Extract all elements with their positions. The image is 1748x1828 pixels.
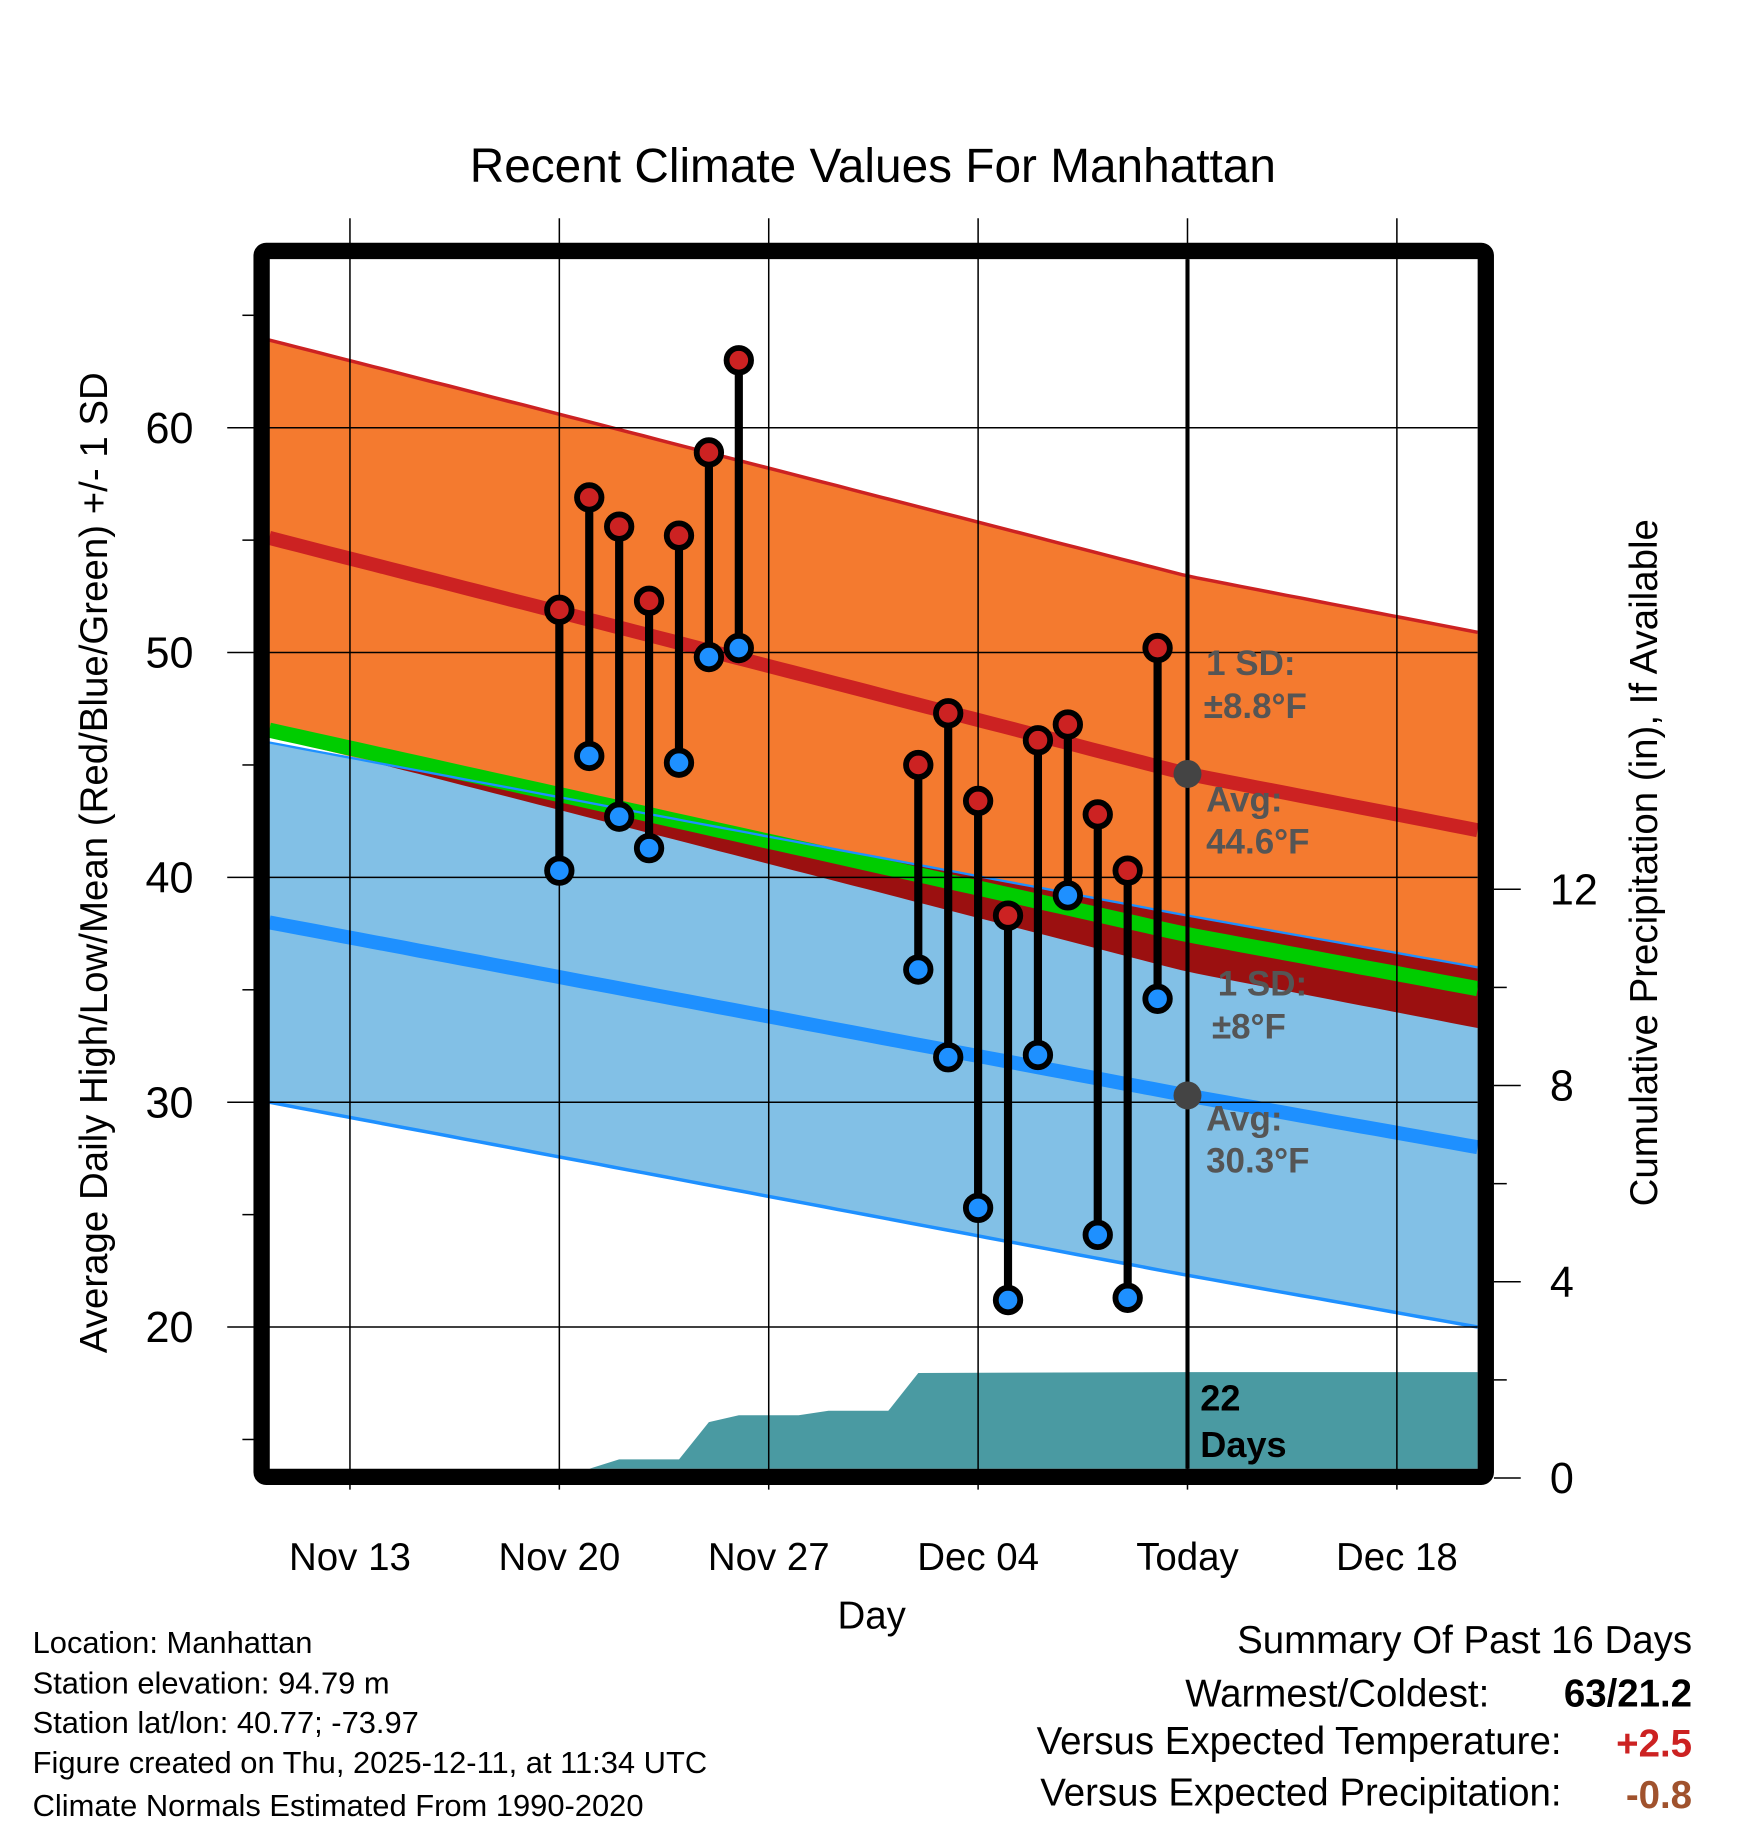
daily-low-point bbox=[1082, 1219, 1113, 1251]
annotation-high-avg-label: Avg: bbox=[1206, 780, 1282, 819]
daily-low-point bbox=[1022, 1039, 1054, 1071]
info-created: Figure created on Thu, 2025-12-11, at 11… bbox=[33, 1745, 708, 1780]
daily-low-point bbox=[962, 1192, 994, 1224]
high-avg-line bbox=[267, 531, 1479, 838]
precip-days-count: 22 bbox=[1200, 1377, 1240, 1418]
x-tick-label: Dec 04 bbox=[917, 1536, 1039, 1579]
overlap-band bbox=[269, 735, 1478, 1028]
low-sd-upper-line bbox=[268, 741, 1478, 969]
daily-high-point bbox=[1142, 632, 1173, 664]
daily-high-point bbox=[933, 698, 964, 729]
x-tick-label: Today bbox=[1136, 1536, 1239, 1579]
annotation-high-sd-value: ±8.8°F bbox=[1204, 687, 1307, 726]
precip-area bbox=[269, 1372, 1478, 1469]
daily-high-point bbox=[604, 511, 635, 542]
daily-low-point bbox=[992, 1284, 1024, 1316]
daily-low-point bbox=[723, 632, 754, 664]
summary-temp-label: Versus Expected Temperature: bbox=[1037, 1720, 1562, 1763]
daily-high-point bbox=[693, 437, 725, 468]
annotation-high-sd-label: 1 SD: bbox=[1206, 644, 1295, 683]
daily-high-point bbox=[663, 520, 695, 551]
info-elevation: Station elevation: 94.79 m bbox=[33, 1666, 390, 1701]
annotation-low-avg-value: 30.3°F bbox=[1206, 1142, 1309, 1181]
daily-high-point bbox=[544, 594, 575, 625]
daily-low-point bbox=[693, 641, 725, 673]
y2-tick-label: 4 bbox=[1550, 1259, 1574, 1307]
chart-title: Recent Climate Values For Manhattan bbox=[470, 140, 1276, 193]
summary-title: Summary Of Past 16 Days bbox=[1237, 1619, 1692, 1662]
annotation-low-sd-label: 1 SD: bbox=[1218, 965, 1307, 1004]
summary-warm-cold-value: 63/21.2 bbox=[1564, 1672, 1692, 1715]
x-axis-label: Day bbox=[837, 1594, 906, 1637]
summary-temp-value: +2.5 bbox=[1616, 1723, 1692, 1766]
x-tick-label: Nov 27 bbox=[708, 1536, 830, 1579]
y2-axis-label: Cumulative Precipitation (in), If Availa… bbox=[1623, 519, 1666, 1206]
daily-low-point bbox=[903, 954, 934, 985]
daily-low-point bbox=[633, 833, 665, 864]
y-tick-label: 20 bbox=[145, 1304, 193, 1352]
x-tick-label: Dec 18 bbox=[1336, 1536, 1458, 1579]
daily-low-point bbox=[1112, 1282, 1143, 1313]
daily-high-point bbox=[1082, 799, 1113, 830]
precip-days-label: Days bbox=[1200, 1424, 1286, 1465]
y-axis-label: Average Daily High/Low/Mean (Red/Blue/Gr… bbox=[73, 372, 116, 1353]
annotation-high-avg-value: 44.6°F bbox=[1206, 822, 1309, 861]
y2-tick-label: 8 bbox=[1550, 1063, 1574, 1111]
daily-high-point bbox=[723, 345, 754, 376]
summary-precip-label: Versus Expected Precipitation: bbox=[1040, 1771, 1561, 1814]
summary-precip-value: -0.8 bbox=[1626, 1774, 1692, 1817]
y-tick-label: 40 bbox=[145, 855, 193, 903]
daily-low-point bbox=[544, 855, 575, 886]
today-low-avg-marker bbox=[1173, 1081, 1202, 1110]
low-sd-lower-line bbox=[268, 1100, 1478, 1329]
daily-low-point bbox=[1052, 880, 1083, 911]
y2-tick-label: 12 bbox=[1550, 866, 1598, 914]
daily-high-point bbox=[992, 900, 1024, 931]
plot-frame bbox=[253, 242, 1494, 1486]
info-location: Location: Manhattan bbox=[33, 1625, 313, 1660]
daily-high-point bbox=[633, 585, 665, 616]
info-latlon: Station lat/lon: 40.77; -73.97 bbox=[33, 1705, 419, 1740]
annotation-low-avg-label: Avg: bbox=[1206, 1100, 1282, 1139]
annotation-low-sd-value: ±8°F bbox=[1212, 1008, 1286, 1047]
summary-warm-cold-label: Warmest/Coldest: bbox=[1185, 1672, 1489, 1715]
low-avg-line bbox=[267, 915, 1479, 1155]
daily-high-point bbox=[1112, 855, 1143, 886]
high-sd-upper-line bbox=[268, 338, 1478, 635]
y-tick-label: 30 bbox=[145, 1079, 193, 1127]
x-tick-label: Nov 13 bbox=[289, 1536, 411, 1579]
mean-normal-line bbox=[267, 722, 1480, 997]
daily-high-point bbox=[574, 482, 605, 513]
high-sd-band bbox=[269, 340, 1478, 1028]
y2-tick-label: 0 bbox=[1550, 1455, 1574, 1503]
daily-low-point bbox=[663, 747, 695, 778]
y-tick-label: 50 bbox=[145, 630, 193, 678]
daily-low-point bbox=[574, 740, 605, 772]
y-tick-label: 60 bbox=[145, 405, 193, 453]
x-tick-label: Nov 20 bbox=[498, 1536, 620, 1579]
daily-high-point bbox=[1022, 725, 1054, 756]
daily-low-point bbox=[604, 801, 635, 832]
today-high-avg-marker bbox=[1173, 759, 1202, 788]
daily-high-point bbox=[1052, 709, 1083, 740]
daily-low-point bbox=[933, 1042, 964, 1073]
daily-low-point bbox=[1142, 983, 1173, 1014]
info-normals: Climate Normals Estimated From 1990-2020 bbox=[33, 1788, 644, 1823]
daily-high-point bbox=[903, 749, 934, 781]
daily-high-point bbox=[962, 785, 994, 817]
